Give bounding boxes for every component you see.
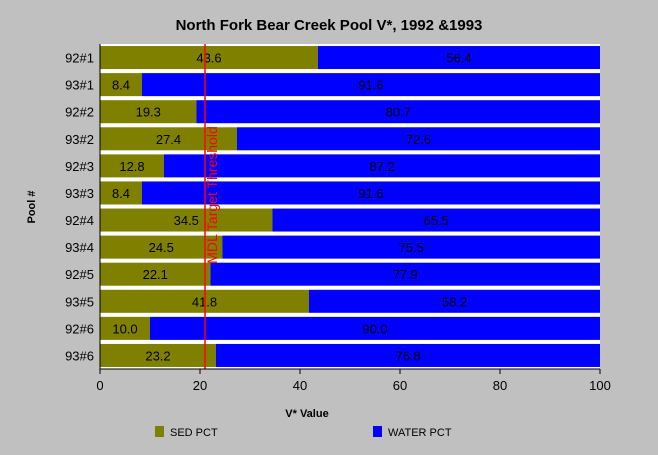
- legend-swatch-sed-pct: [155, 426, 164, 437]
- bar-labels-group: 43.6 56.4 8.4 91.6 19.3 80.7 27.4 72.6 12.8 87.2 8…: [112, 51, 472, 364]
- sed-value-label-93-1: 8.4: [112, 78, 130, 93]
- sed-bar-93-6: [100, 343, 216, 367]
- category-label-92-3: 92#3: [65, 159, 94, 174]
- x-axis-title: V* Value: [285, 408, 328, 420]
- y-axis-title: Pool #: [26, 190, 38, 223]
- sed-bar-93-2: [100, 127, 237, 151]
- x-tick-label-40: 40: [293, 378, 307, 393]
- category-label-93-5: 93#5: [65, 294, 94, 309]
- category-label-92-6: 92#6: [65, 321, 94, 336]
- plot-area: [100, 44, 600, 369]
- category-label-93-3: 93#3: [65, 186, 94, 201]
- water-bar-93-1: [142, 73, 600, 97]
- chart-title: North Fork Bear Creek Pool V*, 1992 &199…: [176, 17, 483, 34]
- sed-value-label-93-6: 23.2: [145, 348, 170, 363]
- threshold-label: MDL Target Threshold: [204, 126, 220, 263]
- water-value-label-93-2: 72.6: [406, 132, 431, 147]
- water-bar-92-6: [150, 316, 600, 340]
- x-tick-label-0: 0: [96, 378, 103, 393]
- water-bar-93-3: [142, 181, 600, 205]
- sed-value-label-92-1: 43.6: [196, 51, 221, 66]
- category-labels-group: 92#1 93#1 92#2 93#2 92#3 93#3 92#4 93#4 92#5 93#5…: [65, 51, 94, 364]
- category-label-92-2: 92#2: [65, 105, 94, 120]
- category-label-93-4: 93#4: [65, 240, 94, 255]
- sed-bar-93-3: [100, 181, 142, 205]
- water-value-label-92-2: 80.7: [386, 105, 411, 120]
- water-value-label-92-6: 90.0: [362, 321, 387, 336]
- category-label-92-4: 92#4: [65, 213, 94, 228]
- water-value-label-92-5: 77.9: [393, 267, 418, 282]
- category-label-93-1: 93#1: [65, 78, 94, 93]
- category-label-92-5: 92#5: [65, 267, 94, 282]
- water-bar-93-2: [237, 127, 600, 151]
- sed-bar-92-4: [100, 208, 273, 232]
- sed-bar-92-6: [100, 316, 150, 340]
- legend-swatch-water-pct: [373, 426, 382, 437]
- x-tick-label-100: 100: [589, 378, 611, 393]
- sed-value-label-93-2: 27.4: [156, 132, 181, 147]
- water-value-label-93-3: 91.6: [358, 186, 383, 201]
- water-value-label-92-3: 87.2: [369, 159, 394, 174]
- sed-value-label-92-6: 10.0: [112, 321, 137, 336]
- legend-label-water-pct: WATER PCT: [388, 427, 452, 439]
- water-bar-92-4: [272, 208, 600, 232]
- legend-label-sed-pct: SED PCT: [170, 427, 218, 439]
- water-bar-92-1: [318, 46, 600, 70]
- bars-group: [100, 46, 600, 367]
- sed-value-label-92-5: 22.1: [143, 267, 168, 282]
- sed-value-label-93-4: 24.5: [149, 240, 174, 255]
- sed-bar-92-3: [100, 154, 164, 178]
- water-bar-92-5: [210, 262, 600, 286]
- water-bar-93-5: [309, 289, 600, 313]
- sed-bar-93-4: [100, 235, 223, 259]
- water-value-label-92-4: 65.5: [424, 213, 449, 228]
- sed-bar-92-2: [100, 100, 197, 124]
- sed-value-label-92-2: 19.3: [136, 105, 161, 120]
- water-value-label-93-6: 76.8: [395, 348, 420, 363]
- category-label-92-1: 92#1: [65, 51, 94, 66]
- category-label-93-2: 93#2: [65, 132, 94, 147]
- water-value-label-92-1: 56.4: [446, 51, 471, 66]
- legend: SED PCT WATER PCT: [155, 426, 452, 439]
- x-tick-label-60: 60: [393, 378, 407, 393]
- water-bar-92-3: [164, 154, 600, 178]
- sed-value-label-92-4: 34.5: [174, 213, 199, 228]
- sed-value-label-93-3: 8.4: [112, 186, 130, 201]
- water-bar-92-2: [196, 100, 600, 124]
- water-value-label-93-5: 58.2: [442, 294, 467, 309]
- water-value-label-93-1: 91.6: [358, 78, 383, 93]
- sed-value-label-92-3: 12.8: [119, 159, 144, 174]
- sed-bar-92-1: [100, 46, 318, 70]
- reference-line-group: MDL Target Threshold: [204, 44, 220, 369]
- sed-bar-93-1: [100, 73, 142, 97]
- x-tick-label-20: 20: [193, 378, 207, 393]
- x-ticks-group: 0 20 40 60 80 100: [96, 369, 611, 393]
- water-bar-93-4: [222, 235, 600, 259]
- water-bar-93-6: [216, 343, 600, 367]
- x-tick-label-80: 80: [493, 378, 507, 393]
- sed-bar-92-5: [100, 262, 211, 286]
- water-value-label-93-4: 75.5: [399, 240, 424, 255]
- category-label-93-6: 93#6: [65, 348, 94, 363]
